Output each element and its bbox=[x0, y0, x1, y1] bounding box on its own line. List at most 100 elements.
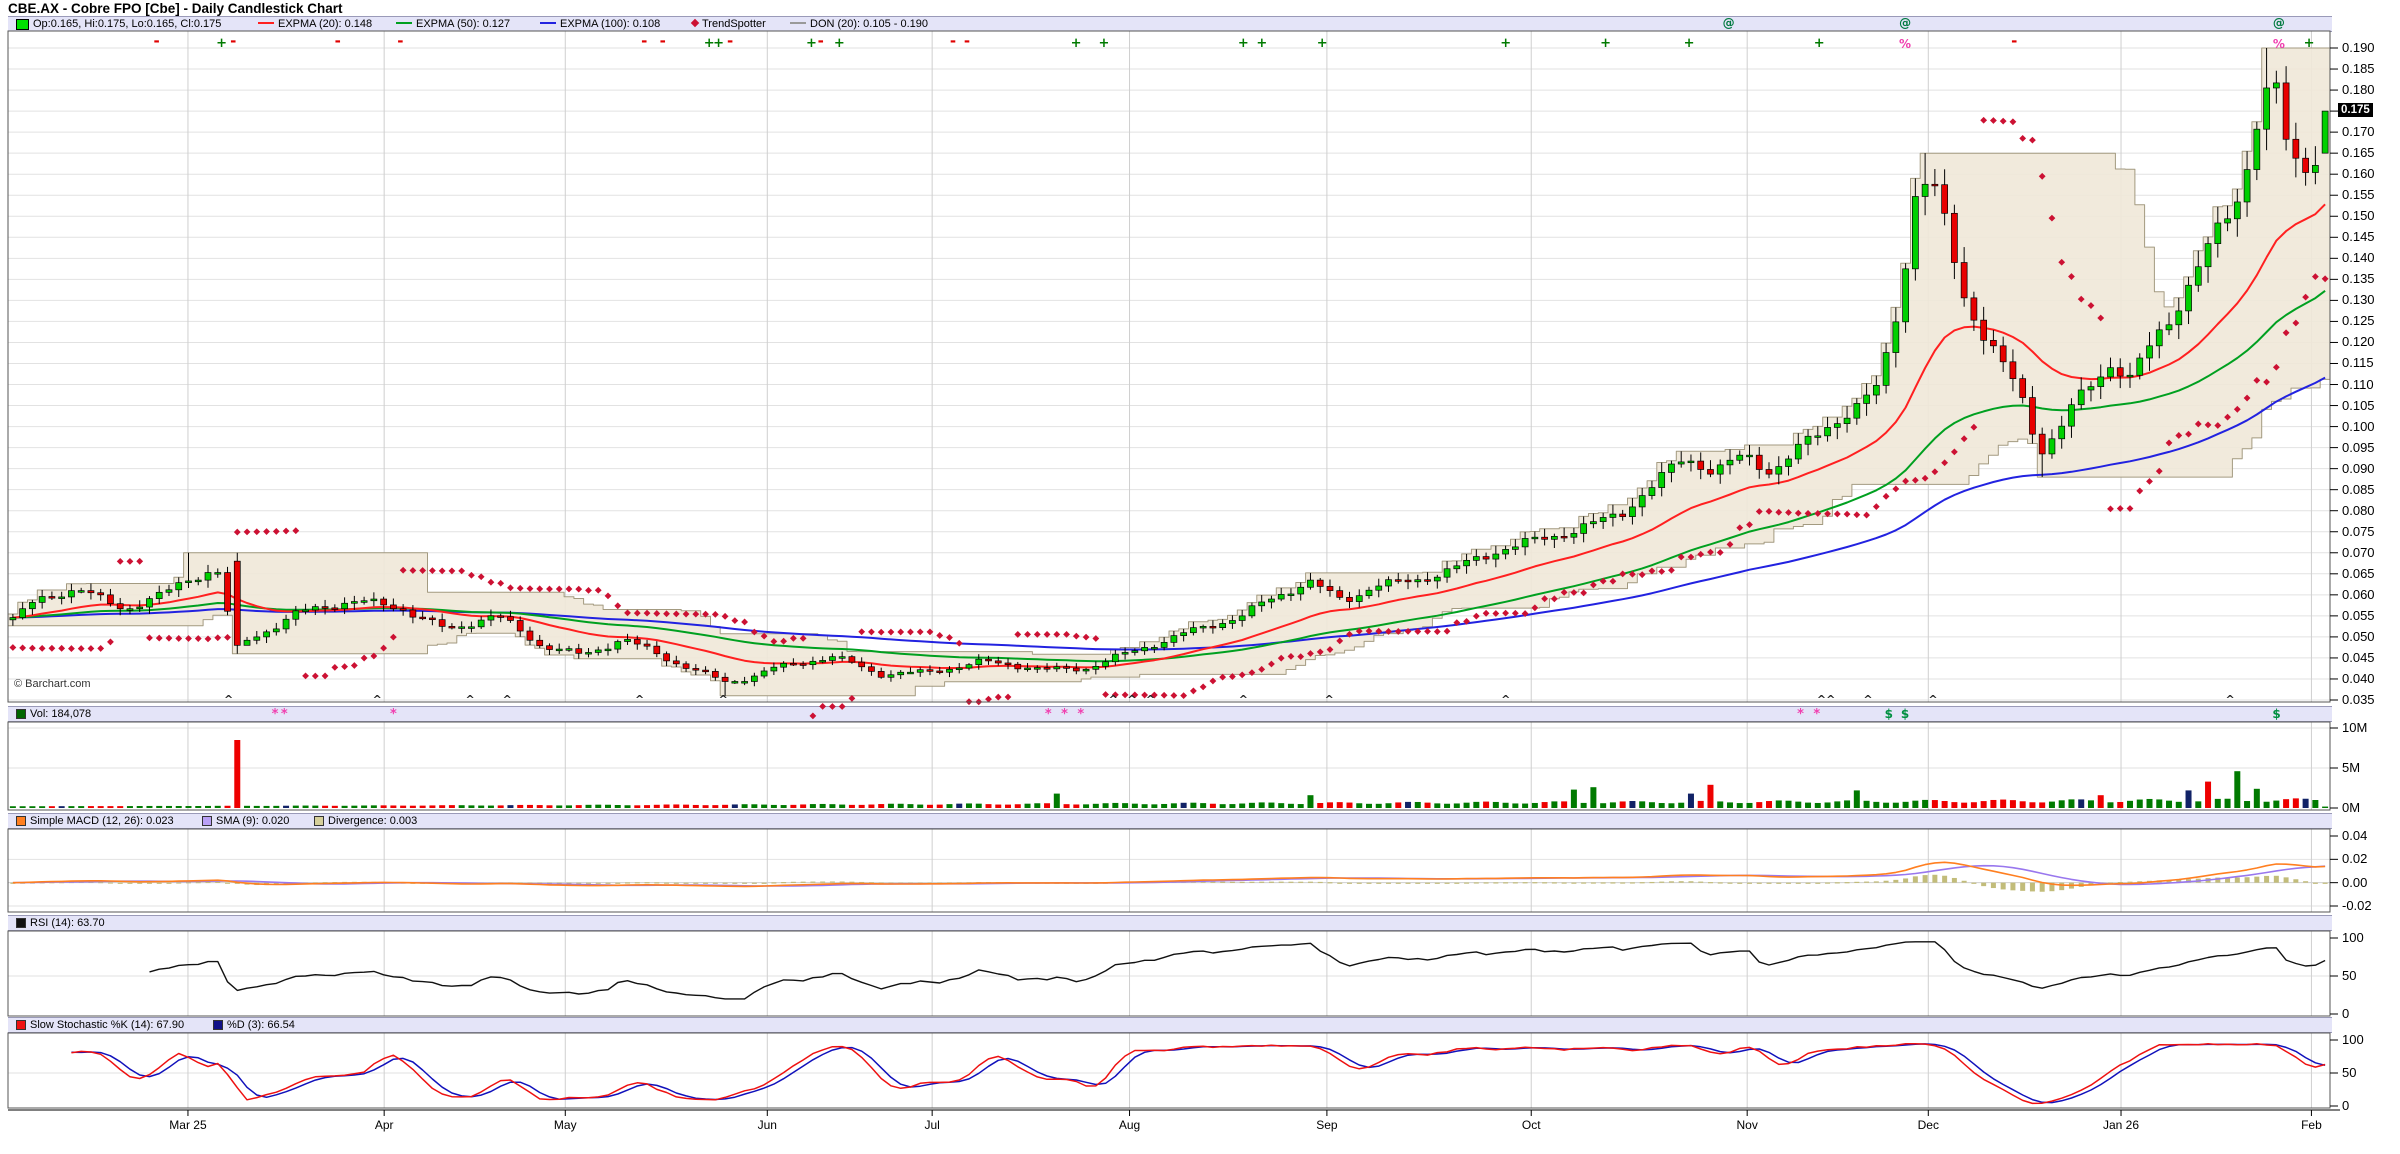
x-axis-label: Jul bbox=[924, 1118, 940, 1132]
svg-text:+: + bbox=[1500, 36, 1511, 51]
svg-text:%: % bbox=[2273, 37, 2285, 51]
price-tick-label: 0.085 bbox=[2342, 481, 2375, 497]
svg-text:^: ^ bbox=[1863, 693, 1872, 706]
svg-text:+: + bbox=[704, 36, 715, 51]
legend-item-macd: Simple MACD (12, 26): 0.023 bbox=[16, 815, 174, 827]
x-axis-label: Aug bbox=[1118, 1118, 1141, 1132]
legend-item-macd-sma: SMA (9): 0.020 bbox=[202, 815, 289, 827]
rsi-text: RSI (14): 63.70 bbox=[30, 917, 105, 929]
price-tick-label: 0.180 bbox=[2342, 82, 2375, 98]
volume-tick-label: 0M bbox=[2342, 800, 2361, 815]
svg-text:-: - bbox=[964, 32, 970, 50]
price-tick-label: 0.040 bbox=[2342, 670, 2375, 686]
don-text: DON (20): 0.105 - 0.190 bbox=[810, 18, 929, 30]
price-tick-label: 0.035 bbox=[2342, 692, 2375, 707]
svg-text:-: - bbox=[660, 32, 666, 50]
donchian-line-icon bbox=[790, 22, 806, 25]
stochastic-legend: Slow Stochastic %K (14): 67.90 %D (3): 6… bbox=[8, 1017, 2332, 1033]
x-axis-label: Oct bbox=[1521, 1118, 1541, 1132]
divergence-text: Divergence: 0.003 bbox=[328, 815, 418, 827]
price-tick-label: 0.100 bbox=[2342, 418, 2375, 434]
svg-text:^: ^ bbox=[1239, 693, 1248, 706]
legend-item-volume: Vol: 184,078 bbox=[16, 708, 91, 720]
price-tick-label: 0.185 bbox=[2342, 61, 2375, 77]
macd-tick-label: -0.02 bbox=[2342, 898, 2372, 913]
rsi-tick-label: 50 bbox=[2342, 968, 2357, 983]
price-tick-label: 0.140 bbox=[2342, 250, 2375, 266]
price-tick-label: 0.150 bbox=[2342, 208, 2375, 224]
expma50-text: EXPMA (50): 0.127 bbox=[416, 18, 511, 30]
x-axis-label: Jan 26 bbox=[2103, 1118, 2140, 1132]
legend-item-ohlc: Op:0.165, Hi:0.175, Lo:0.165, Cl:0.175 bbox=[16, 18, 221, 30]
price-tick-label: 0.105 bbox=[2342, 397, 2375, 413]
svg-text:^: ^ bbox=[503, 693, 512, 706]
expma20-line-icon bbox=[258, 22, 274, 25]
page-title: CBE.AX - Cobre FPO [Cbe] - Daily Candles… bbox=[8, 1, 343, 16]
price-tick-label: 0.075 bbox=[2342, 523, 2375, 539]
svg-text:^: ^ bbox=[1146, 693, 1155, 706]
stoch-tick-label: 50 bbox=[2342, 1065, 2357, 1080]
svg-text:+: + bbox=[1814, 36, 1825, 51]
price-tick-label: 0.110 bbox=[2342, 376, 2374, 392]
x-axis-label: Feb bbox=[2301, 1118, 2322, 1132]
last-price-tag: 0.175 bbox=[2338, 103, 2373, 118]
svg-text:^: ^ bbox=[1826, 693, 1835, 706]
svg-text:-: - bbox=[950, 32, 956, 50]
ohlc-text: Op:0.165, Hi:0.175, Lo:0.165, Cl:0.175 bbox=[33, 18, 222, 30]
price-tick-label: 0.045 bbox=[2342, 649, 2375, 665]
svg-text:+: + bbox=[834, 36, 845, 51]
price-tick-label: 0.095 bbox=[2342, 439, 2375, 455]
price-tick-label: 0.055 bbox=[2342, 607, 2375, 623]
macd-tick-label: 0.00 bbox=[2342, 874, 2368, 890]
price-tick-label: 0.170 bbox=[2342, 124, 2375, 140]
legend-item-expma100: EXPMA (100): 0.108 bbox=[540, 18, 660, 30]
legend-item-stoch-k: Slow Stochastic %K (14): 67.90 bbox=[16, 1019, 184, 1031]
volume-tick-label: 10M bbox=[2342, 720, 2368, 735]
svg-text:+: + bbox=[1600, 36, 1611, 51]
svg-text:-: - bbox=[153, 32, 159, 50]
svg-text:+: + bbox=[2304, 36, 2315, 51]
svg-text:+: + bbox=[1684, 36, 1695, 51]
svg-text:+: + bbox=[1238, 36, 1249, 51]
svg-text:+: + bbox=[713, 36, 724, 51]
svg-text:-: - bbox=[335, 32, 341, 50]
rsi-legend: RSI (14): 63.70 bbox=[8, 915, 2332, 931]
price-tick-label: 0.120 bbox=[2342, 334, 2375, 350]
svg-text:+: + bbox=[1317, 36, 1328, 51]
svg-text:-: - bbox=[2011, 32, 2017, 50]
x-axis-label: Apr bbox=[374, 1118, 394, 1132]
stoch-k-swatch-icon bbox=[16, 1020, 26, 1031]
svg-text:^: ^ bbox=[373, 693, 382, 706]
price-tick-label: 0.130 bbox=[2342, 292, 2375, 308]
svg-text:^: ^ bbox=[2226, 693, 2235, 706]
rsi-tick-label: 0 bbox=[2342, 1006, 2350, 1021]
svg-text:-: - bbox=[230, 32, 236, 50]
volume-tick-label: 5M bbox=[2342, 760, 2361, 775]
stoch-tick-label: 100 bbox=[2342, 1032, 2364, 1047]
svg-text:-: - bbox=[818, 32, 824, 50]
svg-text:^: ^ bbox=[719, 693, 728, 706]
price-tick-label: 0.115 bbox=[2342, 355, 2374, 371]
svg-text:-: - bbox=[397, 32, 403, 50]
svg-text:^: ^ bbox=[1928, 693, 1937, 706]
price-tick-label: 0.125 bbox=[2342, 313, 2375, 329]
stoch-tick-label: 0 bbox=[2342, 1098, 2350, 1113]
price-tick-label: 0.135 bbox=[2342, 271, 2375, 287]
rsi-swatch-icon bbox=[16, 918, 26, 929]
svg-text:-: - bbox=[641, 32, 647, 50]
legend-item-divergence: Divergence: 0.003 bbox=[314, 815, 417, 827]
svg-text:^: ^ bbox=[635, 693, 644, 706]
expma50-line-icon bbox=[396, 22, 412, 25]
macd-swatch-icon bbox=[16, 816, 26, 827]
macd-text: Simple MACD (12, 26): 0.023 bbox=[30, 815, 174, 827]
svg-text:^: ^ bbox=[1325, 693, 1334, 706]
x-axis-label: Nov bbox=[1736, 1118, 1758, 1132]
svg-text:+: + bbox=[1071, 36, 1082, 51]
price-tick-label: 0.065 bbox=[2342, 565, 2375, 581]
svg-text:^: ^ bbox=[1127, 693, 1136, 706]
price-tick-label: 0.060 bbox=[2342, 586, 2375, 602]
rsi-tick-label: 100 bbox=[2342, 930, 2364, 945]
macd-sma-swatch-icon bbox=[202, 816, 212, 827]
svg-text:^: ^ bbox=[1501, 693, 1510, 706]
